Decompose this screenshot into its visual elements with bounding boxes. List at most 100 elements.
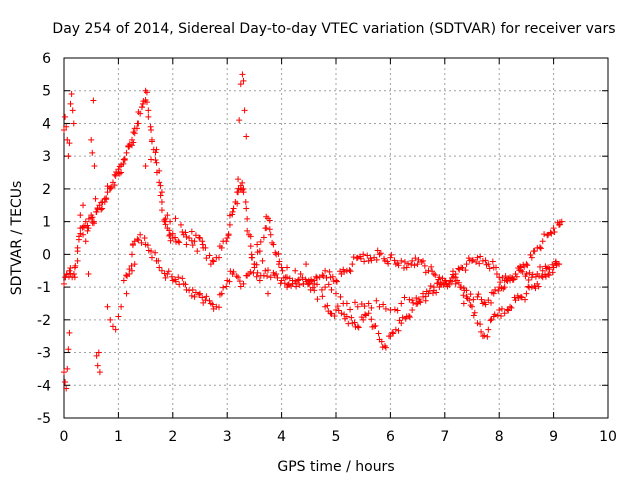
y-tick-label: -4 [37, 378, 51, 394]
y-tick-label: 1 [42, 215, 51, 231]
trace-a-point [343, 267, 350, 274]
early-scatter-point [148, 156, 155, 163]
trace-b-point [327, 310, 334, 317]
trace-b-point [390, 330, 397, 337]
early-scatter-point [188, 228, 195, 235]
y-tick-label: 2 [42, 182, 51, 198]
trace-a-point [474, 254, 481, 261]
trace-b-point [247, 268, 254, 275]
trace-b-point [362, 311, 369, 318]
trace-a-point [442, 278, 449, 285]
early-scatter-point [107, 316, 114, 323]
trace-b-point [328, 310, 335, 317]
early-scatter-point [240, 77, 247, 84]
x-tick-label: 10 [599, 429, 617, 445]
trace-a-point [296, 281, 303, 288]
trace-b-point [319, 293, 326, 300]
early-scatter-point [265, 290, 271, 297]
trace-a-point [388, 251, 395, 258]
trace-a-point [534, 244, 541, 251]
trace-a-point [279, 267, 286, 274]
trace-a-point [225, 231, 232, 238]
early-scatter-point [142, 163, 149, 169]
trace-c-point [409, 297, 416, 304]
trace-a-point [537, 245, 544, 252]
trace-a-point [138, 104, 145, 111]
trace-b-point [262, 267, 269, 274]
trace-b-point [477, 321, 484, 328]
trace-a-point [216, 254, 223, 261]
early-scatter-point [199, 241, 206, 248]
trace-c-point [376, 303, 383, 310]
trace-b-point [398, 320, 405, 327]
early-scatter-point [237, 81, 244, 88]
trace-a-point [123, 149, 130, 156]
trace-b-point [470, 312, 477, 319]
early-scatter-point [94, 362, 101, 369]
trace-c-point [512, 271, 519, 277]
trace-a-point [556, 221, 563, 228]
trace-b-point [354, 323, 361, 330]
trace-a-point [319, 272, 326, 279]
trace-a-point [203, 255, 210, 262]
early-scatter-point [95, 349, 102, 356]
chart-title: Day 254 of 2014, Sidereal Day-to-day VTE… [52, 21, 615, 37]
trace-a-point [477, 253, 484, 260]
trace-a-point [75, 233, 82, 240]
trace-b-point [481, 332, 488, 339]
trace-a-point [166, 227, 173, 234]
trace-a-point [405, 260, 412, 267]
trace-b-point [517, 293, 524, 300]
y-tick-label: -5 [37, 411, 51, 427]
trace-b-point [360, 316, 367, 323]
trace-c-point [427, 283, 434, 289]
trace-a-point [504, 278, 511, 285]
trace-a-point [239, 179, 246, 186]
trace-a-point [156, 167, 163, 174]
early-scatter-point [74, 257, 81, 264]
trace-b-point [192, 289, 199, 296]
trace-b-point [260, 272, 267, 279]
trace-b-point [209, 301, 216, 308]
x-tick-label: 1 [114, 429, 123, 445]
trace-c-point [365, 300, 372, 307]
y-tick-label: 3 [42, 149, 51, 165]
trace-c-point [343, 300, 350, 307]
trace-a-point [364, 252, 371, 259]
trace-a-point [401, 259, 408, 265]
trace-b-point [534, 280, 541, 287]
early-scatter-point [153, 146, 160, 153]
trace-b-point [304, 281, 311, 288]
trace-a-point [550, 225, 557, 232]
trace-a-point [385, 260, 392, 267]
y-tick-label: -1 [37, 280, 51, 296]
trace-a-point [536, 244, 543, 251]
trace-a-point [158, 199, 165, 205]
trace-b-point [405, 313, 412, 319]
early-scatter-point [235, 176, 242, 183]
trace-a-point [182, 229, 189, 236]
trace-b-point [478, 328, 485, 335]
trace-b-point [129, 251, 135, 258]
trace-b-point [183, 286, 190, 293]
trace-a-point [197, 235, 203, 241]
trace-b-point [479, 333, 486, 340]
trace-a-point [485, 261, 492, 268]
trace-a-point [263, 225, 270, 232]
early-scatter-point [129, 267, 135, 274]
trace-b-point [392, 326, 399, 333]
x-tick-label: 4 [277, 429, 286, 445]
trace-c-point [361, 303, 368, 310]
early-scatter-point [177, 221, 184, 228]
trace-c-point [495, 287, 502, 294]
trace-a-point [111, 171, 118, 178]
trace-a-point [322, 267, 329, 274]
early-scatter-point [275, 261, 282, 268]
trace-b-point [507, 303, 514, 310]
trace-a-point [98, 199, 105, 206]
trace-b-point [182, 281, 189, 288]
trace-b-point [494, 312, 501, 319]
trace-b-point [300, 280, 307, 287]
trace-a-point [99, 205, 106, 212]
trace-c-point [529, 271, 536, 278]
